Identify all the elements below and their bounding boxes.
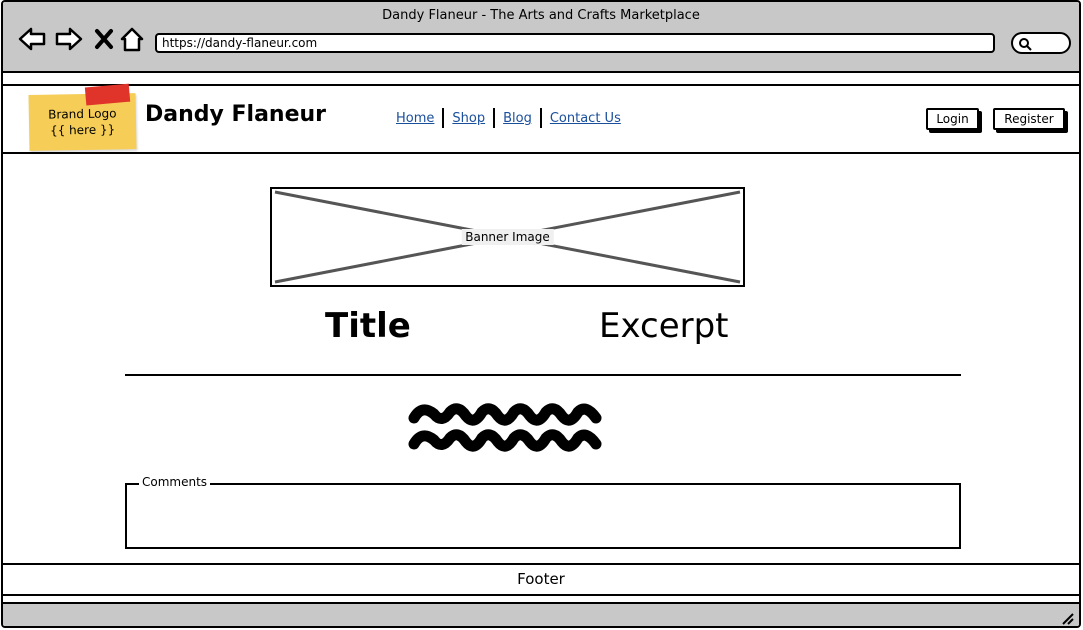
brand-name: Dandy Flaneur bbox=[145, 102, 327, 127]
search-icon bbox=[1019, 38, 1032, 51]
login-button[interactable]: Login bbox=[926, 108, 979, 130]
content-divider bbox=[125, 374, 961, 376]
back-arrow-icon[interactable] bbox=[17, 24, 47, 54]
sticky-tape bbox=[84, 83, 131, 106]
logo-text-line1: Brand Logo bbox=[48, 106, 117, 122]
site-footer: Footer bbox=[3, 563, 1079, 596]
nav-separator bbox=[442, 108, 445, 128]
main-navigation: Home Shop Blog Contact Us bbox=[393, 108, 624, 128]
resize-grip-icon[interactable] bbox=[1059, 610, 1075, 626]
close-icon[interactable] bbox=[89, 24, 119, 54]
forward-arrow-icon[interactable] bbox=[54, 24, 84, 54]
brand-logo-placeholder[interactable]: Brand Logo {{ here }} bbox=[28, 83, 137, 151]
url-input[interactable]: https://dandy-flaneur.com bbox=[155, 33, 995, 53]
nav-link-shop[interactable]: Shop bbox=[452, 110, 486, 126]
banner-image-placeholder: Banner Image bbox=[270, 187, 745, 287]
register-button[interactable]: Register bbox=[993, 108, 1065, 130]
post-excerpt: Excerpt bbox=[599, 306, 729, 346]
comments-box[interactable]: Comments bbox=[125, 475, 961, 549]
comments-label: Comments bbox=[139, 475, 211, 489]
home-icon[interactable] bbox=[117, 24, 147, 54]
nav-link-contact-us[interactable]: Contact Us bbox=[549, 110, 621, 126]
toolbar-strip bbox=[3, 73, 1079, 86]
browser-search-field[interactable] bbox=[1011, 32, 1071, 54]
logo-text-line2: {{ here }} bbox=[49, 122, 116, 138]
post-title: Title bbox=[325, 306, 411, 346]
nav-separator bbox=[539, 108, 542, 128]
nav-separator bbox=[493, 108, 496, 128]
nav-link-blog[interactable]: Blog bbox=[503, 110, 532, 126]
banner-image-label: Banner Image bbox=[461, 229, 554, 245]
nav-link-home[interactable]: Home bbox=[396, 110, 435, 126]
browser-status-bar bbox=[3, 602, 1079, 626]
window-title: Dandy Flaneur - The Arts and Crafts Mark… bbox=[382, 8, 700, 23]
text-scribble-placeholder bbox=[408, 403, 602, 452]
site-header: Brand Logo {{ here }} Dandy Flaneur Home… bbox=[3, 83, 1079, 154]
browser-chrome: Dandy Flaneur - The Arts and Crafts Mark… bbox=[3, 2, 1079, 73]
